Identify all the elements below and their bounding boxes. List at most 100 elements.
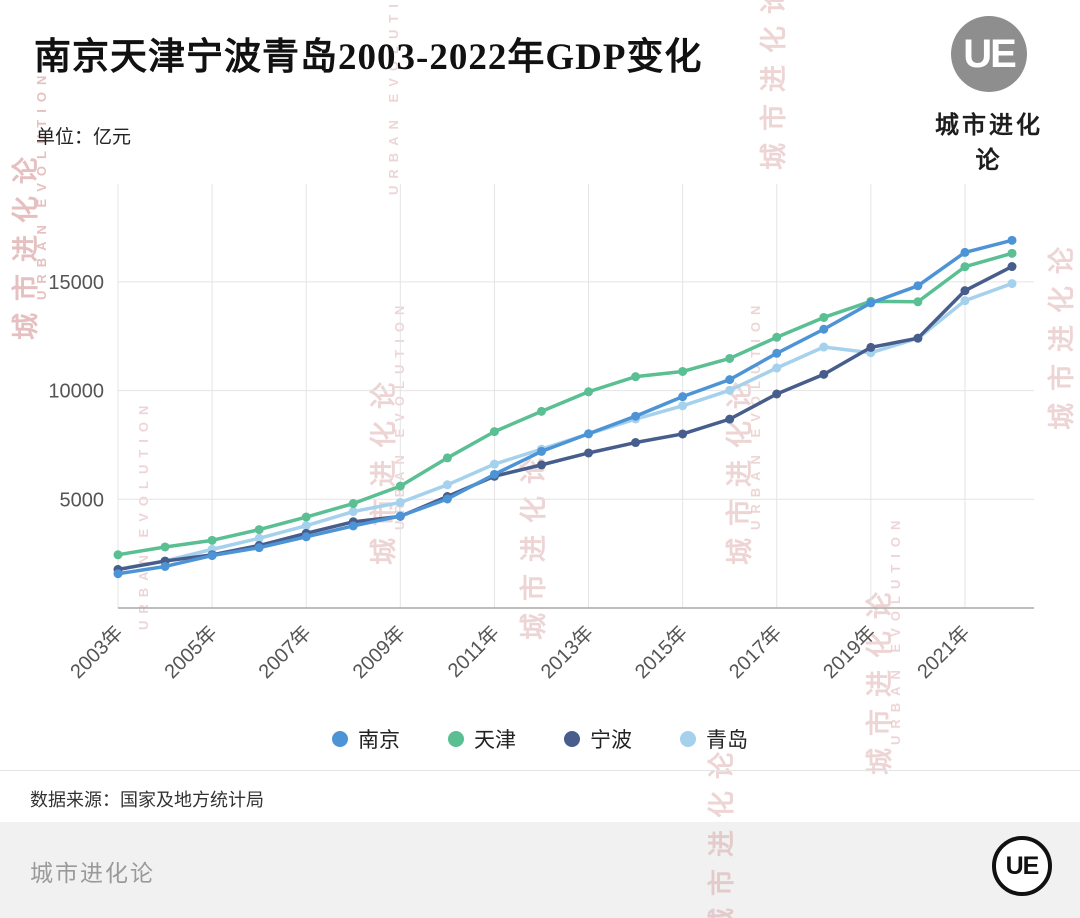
- x-axis-tick-label: 2011年: [443, 621, 504, 682]
- data-point-青岛: [725, 385, 735, 395]
- data-point-天津: [160, 542, 170, 552]
- data-point-天津: [113, 550, 123, 560]
- y-axis-tick-label: 15000: [48, 272, 104, 294]
- legend: 南京 天津 宁波 青岛: [0, 724, 1080, 754]
- data-point-天津: [301, 512, 311, 522]
- legend-label: 天津: [474, 729, 516, 752]
- data-point-宁波: [913, 333, 923, 343]
- data-point-南京: [960, 247, 970, 257]
- data-point-南京: [113, 569, 123, 579]
- data-point-青岛: [772, 363, 782, 373]
- legend-dot-icon: [564, 731, 580, 747]
- series-line-青岛: [116, 281, 1014, 572]
- x-axis-tick-label: 2013年: [536, 621, 598, 683]
- footer-bar: [0, 822, 1080, 918]
- data-point-南京: [160, 561, 170, 571]
- watermark-text-zh: 城市进化论: [759, 0, 789, 170]
- data-point-南京: [489, 469, 499, 479]
- data-point-天津: [631, 372, 641, 382]
- data-point-青岛: [442, 480, 452, 490]
- x-axis-tick-label: 2009年: [348, 621, 410, 683]
- data-point-南京: [584, 429, 594, 439]
- divider: [0, 770, 1080, 771]
- data-point-南京: [348, 521, 358, 531]
- unit-label: 单位：亿元: [36, 127, 132, 148]
- legend-item-青岛: 青岛: [680, 724, 748, 754]
- data-point-天津: [489, 427, 499, 437]
- legend-item-宁波: 宁波: [564, 724, 632, 754]
- data-point-宁波: [725, 414, 735, 424]
- data-point-天津: [678, 366, 688, 376]
- data-point-青岛: [1007, 279, 1017, 289]
- page-title: 南京天津宁波青岛2003-2022年GDP变化: [34, 37, 703, 78]
- data-point-天津: [442, 453, 452, 463]
- brand-name: 城市进化论: [935, 112, 1043, 174]
- legend-item-天津: 天津: [448, 724, 516, 754]
- chart-area: 5000 10000 15000 2003年 2005年 2007年 2009年 2011年 2…: [0, 168, 1080, 716]
- data-point-天津: [207, 535, 217, 545]
- data-source-text: 数据来源：国家及地方统计局: [30, 790, 264, 810]
- data-point-宁波: [866, 342, 876, 352]
- data-point-天津: [772, 332, 782, 342]
- data-point-天津: [348, 499, 358, 509]
- ue-logo-icon: UE: [951, 16, 1027, 92]
- data-point-宁波: [631, 438, 641, 448]
- data-point-天津: [395, 481, 405, 491]
- brand-logo-block: UE 城市进化论: [924, 16, 1054, 175]
- series-line-宁波: [116, 264, 1014, 572]
- data-point-青岛: [678, 401, 688, 411]
- data-point-天津: [536, 406, 546, 416]
- series-line-南京: [116, 238, 1014, 576]
- data-point-天津: [960, 262, 970, 272]
- data-point-宁波: [772, 389, 782, 399]
- x-axis-tick-label: 2007年: [254, 621, 316, 683]
- data-point-宁波: [584, 448, 594, 458]
- data-point-天津: [254, 525, 264, 535]
- data-point-青岛: [960, 296, 970, 306]
- data-point-青岛: [254, 533, 264, 543]
- legend-label: 青岛: [706, 729, 748, 752]
- data-point-宁波: [678, 429, 688, 439]
- data-point-天津: [913, 297, 923, 307]
- y-axis-tick-label: 10000: [48, 381, 104, 403]
- data-point-南京: [536, 446, 546, 456]
- data-point-南京: [395, 511, 405, 521]
- data-point-南京: [631, 411, 641, 421]
- x-axis-tick-label: 2015年: [630, 621, 692, 683]
- data-point-宁波: [1007, 262, 1017, 272]
- data-point-南京: [725, 375, 735, 385]
- data-point-天津: [819, 312, 829, 322]
- data-point-南京: [207, 551, 217, 561]
- legend-dot-icon: [680, 731, 696, 747]
- data-point-南京: [301, 532, 311, 542]
- data-point-南京: [678, 392, 688, 402]
- footer-brand-text: 城市进化论: [30, 860, 155, 886]
- data-point-天津: [584, 387, 594, 397]
- series-line-天津: [116, 251, 1014, 557]
- data-point-南京: [819, 324, 829, 334]
- data-point-青岛: [348, 507, 358, 517]
- data-point-宁波: [960, 286, 970, 296]
- data-point-南京: [1007, 235, 1017, 245]
- data-point-青岛: [301, 521, 311, 531]
- data-point-宁波: [536, 460, 546, 470]
- data-point-南京: [772, 348, 782, 358]
- data-point-青岛: [489, 459, 499, 469]
- legend-label: 宁波: [590, 729, 632, 752]
- data-point-天津: [1007, 248, 1017, 258]
- y-axis-tick-label: 5000: [60, 489, 105, 511]
- x-axis-tick-label: 2017年: [724, 621, 786, 683]
- data-point-南京: [913, 281, 923, 291]
- legend-dot-icon: [448, 731, 464, 747]
- legend-dot-icon: [332, 731, 348, 747]
- data-point-南京: [442, 494, 452, 504]
- footer-ue-logo-icon: UE: [992, 836, 1052, 896]
- x-axis-tick-label: 2019年: [819, 621, 881, 683]
- data-point-天津: [725, 353, 735, 363]
- header: 南京天津宁波青岛2003-2022年GDP变化: [34, 26, 702, 80]
- data-point-青岛: [819, 342, 829, 352]
- legend-item-南京: 南京: [332, 724, 400, 754]
- x-axis-tick-label: 2005年: [160, 621, 222, 683]
- legend-label: 南京: [358, 729, 400, 752]
